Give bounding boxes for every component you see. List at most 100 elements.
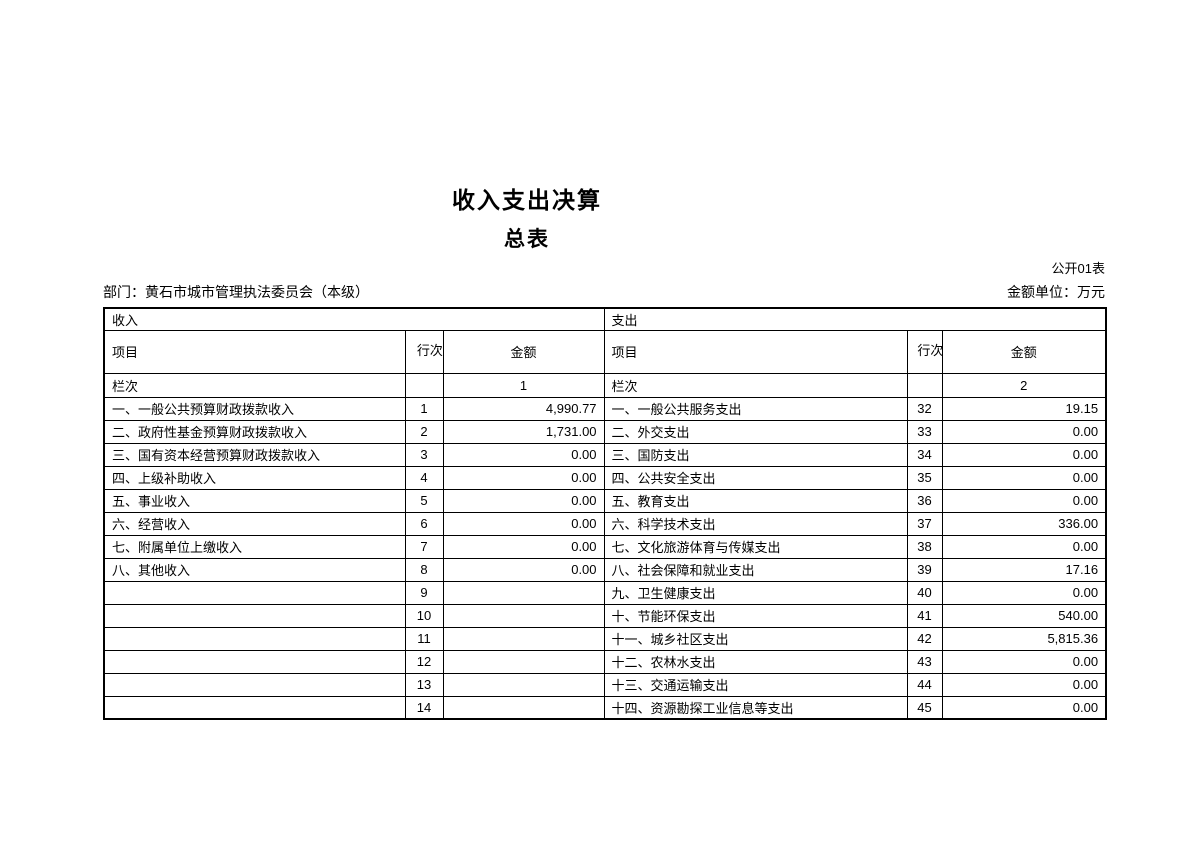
expense-line-number-cell: 36 <box>906 488 943 513</box>
expense-amount-cell: 0.00 <box>941 465 1107 490</box>
expense-item-cell: 四、公共安全支出 <box>603 465 908 490</box>
expense-item-cell: 五、教育支出 <box>603 488 908 513</box>
expense-amount-cell: 540.00 <box>941 603 1107 628</box>
page-subtitle: 总表 <box>504 227 550 251</box>
expense-amount-cell: 0.00 <box>941 695 1107 720</box>
expense-line-number-cell: 37 <box>906 511 943 536</box>
expense-item-cell: 十四、资源勘探工业信息等支出 <box>603 695 908 720</box>
expense-amount-cell: 0.00 <box>941 649 1107 674</box>
table-row: 七、附属单位上缴收入 7 0.00 七、文化旅游体育与传媒支出 38 0.00 <box>103 534 1107 559</box>
income-item-cell <box>103 603 406 628</box>
expense-lanci-label: 栏次 <box>603 372 908 398</box>
income-item-cell <box>103 695 406 720</box>
income-line-number-cell: 11 <box>404 626 444 651</box>
income-amount-cell: 0.00 <box>442 442 605 467</box>
expense-amount-cell: 5,815.36 <box>941 626 1107 651</box>
expense-item-cell: 六、科学技术支出 <box>603 511 908 536</box>
expense-amount-cell: 17.16 <box>941 557 1107 582</box>
column-index-row: 栏次 1 栏次 2 <box>103 372 1107 398</box>
expense-amount-cell: 0.00 <box>941 488 1107 513</box>
expense-item-cell: 七、文化旅游体育与传媒支出 <box>603 534 908 559</box>
income-item-cell: 六、经营收入 <box>103 511 406 536</box>
expense-amount-cell: 0.00 <box>941 580 1107 605</box>
income-line-number-cell: 9 <box>404 580 444 605</box>
table-row: 五、事业收入 5 0.00 五、教育支出 36 0.00 <box>103 488 1107 513</box>
table-row: 14 十四、资源勘探工业信息等支出 45 0.00 <box>103 695 1107 720</box>
income-item-cell <box>103 626 406 651</box>
table-body: 一、一般公共预算财政拨款收入 1 4,990.77 一、一般公共服务支出 32 … <box>103 396 1107 720</box>
expense-amount-cell: 0.00 <box>941 419 1107 444</box>
income-amount-cell: 4,990.77 <box>442 396 605 421</box>
expense-section-header: 支出 <box>603 307 1107 331</box>
income-line-number-cell: 5 <box>404 488 444 513</box>
income-line-number-cell: 8 <box>404 557 444 582</box>
income-amount-cell: 0.00 <box>442 557 605 582</box>
income-amount-column-header: 金额 <box>442 329 605 374</box>
income-item-cell: 八、其他收入 <box>103 557 406 582</box>
expense-line-number-cell: 39 <box>906 557 943 582</box>
expense-lanci-lineno-cell <box>906 372 943 398</box>
income-line-number-cell: 7 <box>404 534 444 559</box>
income-item-cell: 四、上级补助收入 <box>103 465 406 490</box>
table-row: 六、经营收入 6 0.00 六、科学技术支出 37 336.00 <box>103 511 1107 536</box>
income-line-number-cell: 6 <box>404 511 444 536</box>
expense-amount-column-header: 金额 <box>941 329 1107 374</box>
expense-line-number-cell: 35 <box>906 465 943 490</box>
expense-line-number-cell: 42 <box>906 626 943 651</box>
expense-amount-cell: 336.00 <box>941 511 1107 536</box>
income-amount-cell: 0.00 <box>442 511 605 536</box>
income-item-cell <box>103 580 406 605</box>
expense-item-column-header: 项目 <box>603 329 908 374</box>
income-item-cell <box>103 672 406 697</box>
expense-line-number-cell: 38 <box>906 534 943 559</box>
expense-item-cell: 三、国防支出 <box>603 442 908 467</box>
expense-line-number-cell: 43 <box>906 649 943 674</box>
income-amount-cell: 0.00 <box>442 534 605 559</box>
expense-line-number-cell: 44 <box>906 672 943 697</box>
expense-item-cell: 十三、交通运输支出 <box>603 672 908 697</box>
expense-item-cell: 二、外交支出 <box>603 419 908 444</box>
expense-lineno-column-header: 行次 <box>906 329 943 374</box>
table-row: 三、国有资本经营预算财政拨款收入 3 0.00 三、国防支出 34 0.00 <box>103 442 1107 467</box>
expense-item-cell: 十二、农林水支出 <box>603 649 908 674</box>
income-amount-cell <box>442 580 605 605</box>
income-line-number-cell: 3 <box>404 442 444 467</box>
income-amount-cell <box>442 626 605 651</box>
table-row: 9 九、卫生健康支出 40 0.00 <box>103 580 1107 605</box>
table-row: 八、其他收入 8 0.00 八、社会保障和就业支出 39 17.16 <box>103 557 1107 582</box>
income-line-number-cell: 13 <box>404 672 444 697</box>
income-amount-cell: 0.00 <box>442 465 605 490</box>
income-item-cell: 七、附属单位上缴收入 <box>103 534 406 559</box>
expense-amount-cell: 0.00 <box>941 442 1107 467</box>
section-header-row: 收入 支出 <box>103 307 1107 331</box>
expense-amount-cell: 0.00 <box>941 672 1107 697</box>
expense-item-cell: 十、节能环保支出 <box>603 603 908 628</box>
income-lanci-lineno-cell <box>404 372 444 398</box>
expense-line-number-cell: 40 <box>906 580 943 605</box>
income-amount-cell <box>442 603 605 628</box>
table-row: 10 十、节能环保支出 41 540.00 <box>103 603 1107 628</box>
table-row: 四、上级补助收入 4 0.00 四、公共安全支出 35 0.00 <box>103 465 1107 490</box>
income-amount-cell <box>442 695 605 720</box>
budget-summary-table: 收入 支出 项目 行次 金额 项目 行次 金额 栏次 1 栏次 2 一、一般公共… <box>103 307 1108 720</box>
expense-item-cell: 九、卫生健康支出 <box>603 580 908 605</box>
income-line-number-cell: 2 <box>404 419 444 444</box>
department-label: 部门：黄石市城市管理执法委员会（本级） <box>103 284 369 300</box>
expense-line-number-cell: 45 <box>906 695 943 720</box>
income-item-column-header: 项目 <box>103 329 406 374</box>
expense-column-index: 2 <box>941 372 1107 398</box>
table-row: 12 十二、农林水支出 43 0.00 <box>103 649 1107 674</box>
expense-line-number-cell: 33 <box>906 419 943 444</box>
income-item-cell <box>103 649 406 674</box>
income-item-cell: 一、一般公共预算财政拨款收入 <box>103 396 406 421</box>
column-header-row: 项目 行次 金额 项目 行次 金额 <box>103 329 1107 374</box>
table-row: 一、一般公共预算财政拨款收入 1 4,990.77 一、一般公共服务支出 32 … <box>103 396 1107 421</box>
income-line-number-cell: 1 <box>404 396 444 421</box>
income-column-index: 1 <box>442 372 605 398</box>
income-amount-cell: 1,731.00 <box>442 419 605 444</box>
income-item-cell: 三、国有资本经营预算财政拨款收入 <box>103 442 406 467</box>
table-row: 13 十三、交通运输支出 44 0.00 <box>103 672 1107 697</box>
income-amount-cell: 0.00 <box>442 488 605 513</box>
form-code-label: 公开01表 <box>1051 261 1105 276</box>
